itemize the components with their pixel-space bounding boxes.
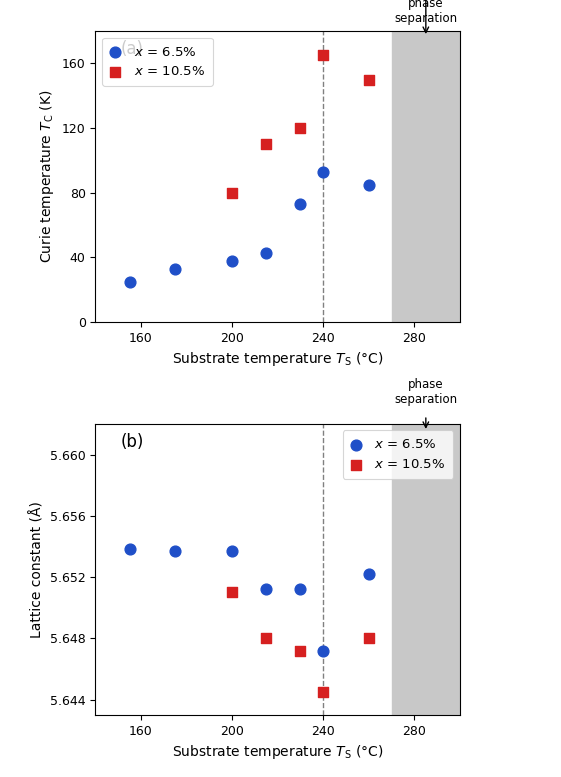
$x$ = 10.5% — [262, 138, 271, 151]
Text: phase
separation: phase separation — [394, 0, 457, 26]
$x$ = 6.5% — [262, 583, 271, 595]
Y-axis label: Curie temperature $T_{\rm C}$ (K): Curie temperature $T_{\rm C}$ (K) — [38, 89, 56, 263]
Legend: $x$ = 6.5%, $x$ = 10.5%: $x$ = 6.5%, $x$ = 10.5% — [343, 430, 453, 479]
$x$ = 10.5% — [228, 186, 237, 199]
$x$ = 10.5% — [296, 644, 305, 657]
Legend: $x$ = 6.5%, $x$ = 10.5%: $x$ = 6.5%, $x$ = 10.5% — [102, 37, 213, 86]
Bar — [392, 424, 460, 715]
$x$ = 6.5% — [296, 198, 305, 211]
$x$ = 6.5% — [365, 179, 374, 191]
Bar — [392, 31, 460, 322]
$x$ = 10.5% — [319, 685, 328, 698]
X-axis label: Substrate temperature $T_{\rm S}$ (°C): Substrate temperature $T_{\rm S}$ (°C) — [172, 350, 383, 368]
$x$ = 6.5% — [125, 543, 134, 556]
Y-axis label: Lattice constant (Å): Lattice constant (Å) — [30, 501, 44, 638]
$x$ = 10.5% — [262, 632, 271, 644]
Text: (a): (a) — [121, 40, 144, 57]
$x$ = 6.5% — [228, 545, 237, 557]
$x$ = 6.5% — [365, 568, 374, 580]
$x$ = 10.5% — [365, 73, 374, 85]
$x$ = 6.5% — [125, 275, 134, 287]
$x$ = 6.5% — [228, 254, 237, 267]
$x$ = 6.5% — [296, 583, 305, 595]
$x$ = 6.5% — [171, 263, 180, 275]
$x$ = 6.5% — [171, 545, 180, 557]
$x$ = 6.5% — [319, 166, 328, 178]
$x$ = 6.5% — [319, 644, 328, 657]
$x$ = 10.5% — [296, 122, 305, 134]
$x$ = 6.5% — [262, 246, 271, 259]
X-axis label: Substrate temperature $T_{\rm S}$ (°C): Substrate temperature $T_{\rm S}$ (°C) — [172, 743, 383, 761]
Text: phase
separation: phase separation — [394, 378, 457, 406]
$x$ = 10.5% — [228, 586, 237, 598]
$x$ = 10.5% — [319, 49, 328, 61]
$x$ = 10.5% — [365, 632, 374, 644]
Text: (b): (b) — [121, 433, 144, 451]
